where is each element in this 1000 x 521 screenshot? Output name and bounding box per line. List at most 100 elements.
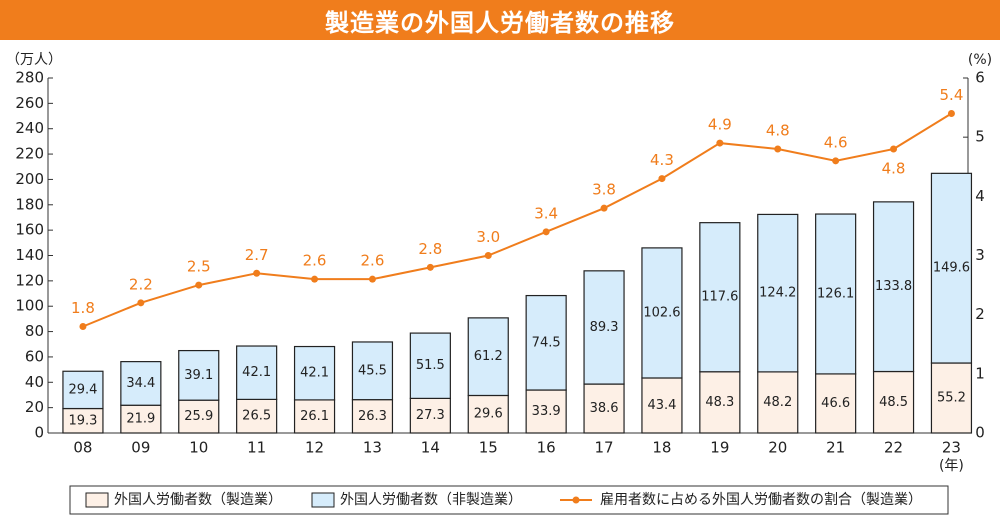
left-axis-unit: （万人） bbox=[6, 52, 62, 68]
data-label-non-manufacturing: 102.6 bbox=[643, 305, 680, 320]
ratio-point bbox=[137, 299, 145, 307]
bar-segment-non-manufacturing bbox=[757, 213, 799, 373]
data-label-non-manufacturing: 126.1 bbox=[817, 286, 854, 301]
right-tick-label: 0 bbox=[975, 424, 985, 442]
x-tick-label: 13 bbox=[363, 439, 382, 457]
ratio-point bbox=[311, 275, 319, 283]
ratio-line bbox=[82, 112, 952, 328]
legend-swatch-manufacturing bbox=[85, 492, 109, 508]
x-tick-label: 12 bbox=[305, 439, 324, 457]
data-label-non-manufacturing: 149.6 bbox=[933, 261, 970, 276]
ratio-point bbox=[253, 269, 261, 277]
data-label-manufacturing: 19.3 bbox=[68, 413, 97, 428]
bar-segment-non-manufacturing bbox=[641, 247, 683, 379]
data-label-ratio: 3.8 bbox=[592, 181, 616, 199]
data-label-ratio: 2.6 bbox=[303, 252, 327, 270]
ratio-point bbox=[890, 145, 898, 153]
x-tick-label: 19 bbox=[710, 439, 729, 457]
left-tick-label: 100 bbox=[15, 297, 44, 315]
ratio-point bbox=[484, 252, 492, 259]
data-label-manufacturing: 26.3 bbox=[358, 409, 387, 424]
left-tick-label: 120 bbox=[15, 271, 44, 289]
data-label-manufacturing: 48.5 bbox=[879, 395, 908, 410]
ratio-point bbox=[79, 323, 87, 330]
bar-segment-non-manufacturing bbox=[930, 172, 973, 364]
data-label-non-manufacturing: 133.8 bbox=[875, 279, 912, 294]
bar-segment-manufacturing bbox=[293, 399, 336, 434]
data-label-ratio: 2.2 bbox=[129, 275, 153, 293]
line-group bbox=[79, 110, 955, 330]
ratio-point bbox=[716, 139, 724, 147]
data-label-non-manufacturing: 45.5 bbox=[358, 363, 387, 378]
left-tick-label: 220 bbox=[15, 145, 44, 163]
bar-segment-manufacturing bbox=[930, 362, 973, 434]
legend-label-non-manufacturing: 外国人労働者数（非製造業） bbox=[340, 492, 522, 508]
x-tick-label: 16 bbox=[537, 439, 556, 457]
x-tick-label: 11 bbox=[247, 439, 266, 457]
bar-segment-non-manufacturing bbox=[467, 317, 509, 397]
bar-segment-non-manufacturing bbox=[178, 349, 220, 401]
data-label-ratio: 3.0 bbox=[476, 228, 500, 246]
legend-group: 外国人労働者数（製造業） 外国人労働者数（非製造業） 雇用者数に占める外国人労働者数… bbox=[69, 485, 949, 515]
data-label-ratio: 3.4 bbox=[534, 204, 558, 222]
data-label-manufacturing: 48.2 bbox=[763, 395, 792, 410]
data-label-ratio: 4.8 bbox=[882, 160, 906, 178]
ratio-point bbox=[426, 263, 434, 271]
bar-segment-non-manufacturing bbox=[236, 345, 278, 401]
x-tick-label: 18 bbox=[652, 439, 671, 457]
data-label-non-manufacturing: 29.4 bbox=[68, 382, 97, 397]
bar-segment-non-manufacturing bbox=[293, 345, 336, 401]
data-label-non-manufacturing: 117.6 bbox=[701, 290, 738, 305]
chart-title: 製造業の外国人労働者数の推移 bbox=[0, 0, 1000, 40]
x-tick-label: 10 bbox=[189, 439, 208, 457]
legend-label-manufacturing: 外国人労働者数（製造業） bbox=[114, 492, 282, 508]
legend-swatch-non-manufacturing bbox=[311, 492, 335, 508]
data-label-manufacturing: 26.5 bbox=[242, 409, 271, 424]
right-tick-label: 4 bbox=[975, 187, 985, 205]
x-tick-label: 15 bbox=[479, 439, 498, 457]
left-tick-label: 260 bbox=[15, 94, 44, 112]
data-label-manufacturing: 21.9 bbox=[126, 412, 155, 427]
x-tick-label: 22 bbox=[884, 439, 903, 457]
data-label-non-manufacturing: 61.2 bbox=[474, 349, 503, 364]
bar-segment-manufacturing bbox=[120, 404, 162, 434]
bar-segment-manufacturing bbox=[351, 399, 394, 434]
ratio-point bbox=[832, 157, 840, 165]
bar-segment-manufacturing bbox=[757, 371, 799, 434]
x-axis-unit: (年) bbox=[939, 458, 964, 474]
data-label-ratio: 5.4 bbox=[940, 86, 964, 104]
data-label-manufacturing: 25.9 bbox=[184, 409, 213, 424]
bar-segment-non-manufacturing bbox=[409, 332, 451, 399]
data-label-ratio: 1.8 bbox=[71, 299, 95, 317]
right-tick-label: 1 bbox=[975, 364, 985, 382]
bar-segment-manufacturing bbox=[525, 389, 567, 434]
data-label-manufacturing: 55.2 bbox=[937, 391, 966, 406]
data-label-ratio: 4.3 bbox=[650, 151, 674, 169]
left-tick-label: 60 bbox=[25, 347, 44, 365]
data-label-manufacturing: 26.1 bbox=[300, 409, 329, 424]
left-tick-label: 40 bbox=[25, 373, 44, 391]
x-tick-label: 14 bbox=[421, 439, 440, 457]
data-label-non-manufacturing: 124.2 bbox=[759, 286, 796, 301]
bar-segment-manufacturing bbox=[699, 371, 741, 434]
left-tick-label: 280 bbox=[15, 69, 44, 87]
data-label-manufacturing: 46.6 bbox=[821, 396, 850, 411]
bar-segment-manufacturing bbox=[409, 397, 451, 434]
data-label-non-manufacturing: 74.5 bbox=[532, 335, 561, 350]
legend-label-ratio: 雇用者数に占める外国人労働者数の割合（製造業） bbox=[600, 491, 922, 508]
left-tick-label: 180 bbox=[15, 195, 44, 213]
data-label-ratio: 2.8 bbox=[418, 240, 442, 258]
right-tick-label: 5 bbox=[975, 128, 985, 146]
data-label-non-manufacturing: 42.1 bbox=[242, 365, 271, 380]
left-tick-label: 200 bbox=[15, 170, 44, 188]
ratio-point bbox=[368, 275, 376, 283]
ratio-point bbox=[195, 281, 203, 289]
left-tick-label: 0 bbox=[34, 424, 44, 442]
data-label-ratio: 2.6 bbox=[361, 252, 385, 270]
ratio-point bbox=[542, 228, 550, 236]
bar-segment-manufacturing bbox=[583, 383, 625, 434]
x-tick-label: 09 bbox=[131, 439, 150, 457]
x-tick-label: 21 bbox=[826, 439, 845, 457]
bars-group bbox=[62, 172, 973, 434]
